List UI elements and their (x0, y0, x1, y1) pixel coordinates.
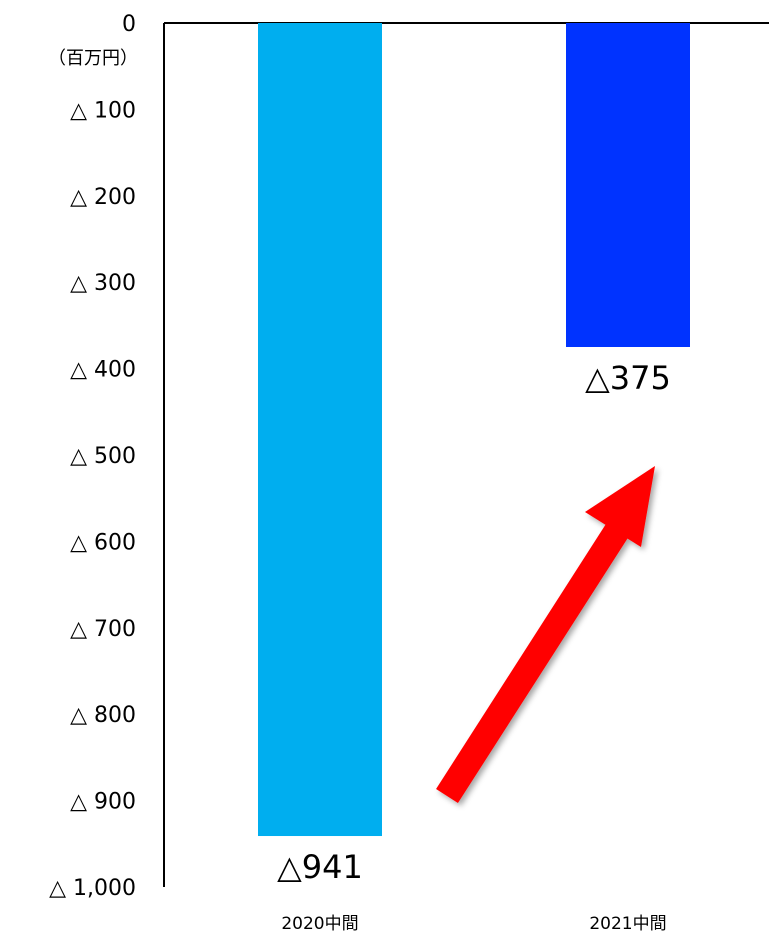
category-label: 2021中間 (589, 914, 666, 934)
y-tick-labels: 0 △ 100 △ 200 △ 300 △ 400 △ 500 △ 600 △ 700 △ 80… (49, 12, 136, 901)
data-label: △941 (277, 848, 363, 886)
data-label: △375 (585, 359, 671, 397)
bar (258, 23, 382, 837)
y-tick-label: △ 400 (70, 358, 136, 383)
unit-label: （百万円） (48, 48, 138, 69)
category-labels: 2020中間 2021中間 (281, 914, 666, 934)
y-tick-label: △ 200 (70, 185, 136, 210)
y-tick-label: △ 100 (70, 98, 136, 123)
bars (258, 23, 690, 837)
y-tick-label: 0 (122, 12, 136, 37)
y-tick-label: △ 500 (70, 444, 136, 469)
improvement-arrow (436, 466, 655, 804)
y-tick-label: △ 900 (70, 790, 136, 815)
y-tick-label: △ 700 (70, 617, 136, 642)
y-tick-label: △ 800 (70, 703, 136, 728)
y-tick-label: △ 300 (70, 271, 136, 296)
y-tick-label: △ 600 (70, 530, 136, 555)
data-labels: △941 △375 (277, 359, 671, 886)
category-label: 2020中間 (281, 914, 358, 934)
y-tick-label: △ 1,000 (49, 876, 136, 901)
bar (566, 23, 690, 347)
